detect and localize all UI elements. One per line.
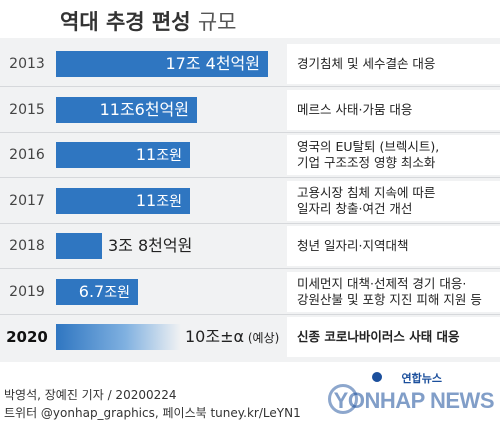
value-note: (예상): [244, 331, 280, 345]
value-number: 11: [135, 145, 157, 164]
bar-2018: [56, 233, 102, 259]
chart-title-main: 역대 추경 편성: [60, 10, 191, 34]
value-unit: 조원: [156, 148, 182, 164]
row-separator: [0, 177, 500, 178]
value-number: 10조±α: [185, 327, 245, 346]
bar-2015: [56, 96, 197, 123]
row-description: 신종 코로나바이러스 사태 대응: [287, 317, 500, 357]
row-separator: [0, 222, 500, 224]
chart-title: 역대 추경 편성 규모: [60, 6, 237, 36]
value-number: 3조 8천억원: [108, 236, 193, 255]
year-tick-label: 2017: [9, 192, 45, 209]
bar-value-label: 10조±α (예상): [185, 324, 279, 350]
bar-value-label: 11조원: [60, 142, 182, 168]
chart-row: 2015 11조6천억원 메르스 사태·가뭄 대응: [0, 89, 500, 130]
chart-title-sub: 규모: [197, 10, 237, 34]
chart-row: 2020 10조±α (예상) 신종 코로나바이러스 사태 대응: [0, 317, 500, 357]
row-description: 미세먼지 대책·선제적 경기 대응· 강원산불 및 포항 지진 피해 지원 등: [287, 271, 500, 312]
year-tick-label: 2018: [9, 238, 45, 254]
value-number: 11: [135, 190, 157, 210]
row-description: 경기침체 및 세수결손 대응: [287, 44, 500, 84]
yonhap-logo: 연합뉴스 YONHAP NEWS: [314, 370, 495, 426]
value-number: 6.7: [78, 281, 105, 301]
bar-2016: [56, 142, 190, 168]
value-unit: 조원: [156, 193, 182, 210]
value-number: 11조6천억원: [99, 99, 189, 119]
chart-row: 2017 11조원 고용시장 침체 지속에 따른 일자리 창출·여건 개선: [0, 180, 500, 221]
year-tick-label: 2019: [9, 283, 45, 300]
bar-value-label: 11조6천억원: [60, 97, 189, 123]
row-separator: [0, 268, 500, 269]
bar-value-label: 3조 8천억원: [108, 233, 192, 259]
year-tick-label: 2013: [9, 56, 45, 72]
logo-korean: 연합뉴스: [401, 372, 442, 385]
bar-2017: [56, 187, 190, 214]
row-description: 청년 일자리·지역대책: [287, 226, 500, 266]
chart-row: 2018 3조 8천억원 청년 일자리·지역대책: [0, 226, 500, 266]
logo-circle-icon: [328, 384, 358, 414]
row-separator: [0, 86, 500, 87]
bar-2019: [56, 278, 138, 305]
row-description: 영국의 EU탈퇴 (브렉시트), 기업 구조조정 영향 최소화: [287, 135, 500, 175]
row-separator: [0, 313, 500, 315]
value-number: 17조 4천억원: [165, 54, 260, 73]
bar-2013: [56, 51, 268, 77]
row-description: 메르스 사태·가뭄 대응: [287, 89, 500, 130]
value-unit: 조원: [104, 284, 130, 301]
footer-social: 트위터 @yonhap_graphics, 페이스북 tuney.kr/LeYN…: [4, 406, 301, 420]
bar-value-label: 11조원: [60, 188, 182, 214]
bar-value-label: 17조 4천억원: [60, 51, 260, 77]
year-tick-label: 2015: [9, 101, 45, 118]
footer-credit: 박영석, 장예진 기자 / 20200224: [4, 388, 177, 402]
chart-row: 2013 17조 4천억원 경기침체 및 세수결손 대응: [0, 44, 500, 84]
row-separator: [0, 131, 500, 133]
year-tick-label: 2020: [6, 328, 48, 346]
bar-2020: [56, 324, 181, 350]
bar-value-label: 6.7조원: [60, 279, 130, 305]
chart-row: 2019 6.7조원 미세먼지 대책·선제적 경기 대응· 강원산불 및 포항 지진…: [0, 271, 500, 312]
chart-row: 2016 11조원 영국의 EU탈퇴 (브렉시트), 기업 구조조정 영향 최소화: [0, 135, 500, 175]
row-description: 고용시장 침체 지속에 따른 일자리 창출·여건 개선: [287, 180, 500, 221]
logo-english: YONHAP NEWS: [333, 388, 495, 413]
year-tick-label: 2016: [9, 147, 45, 163]
logo-dot-icon: [372, 372, 382, 382]
